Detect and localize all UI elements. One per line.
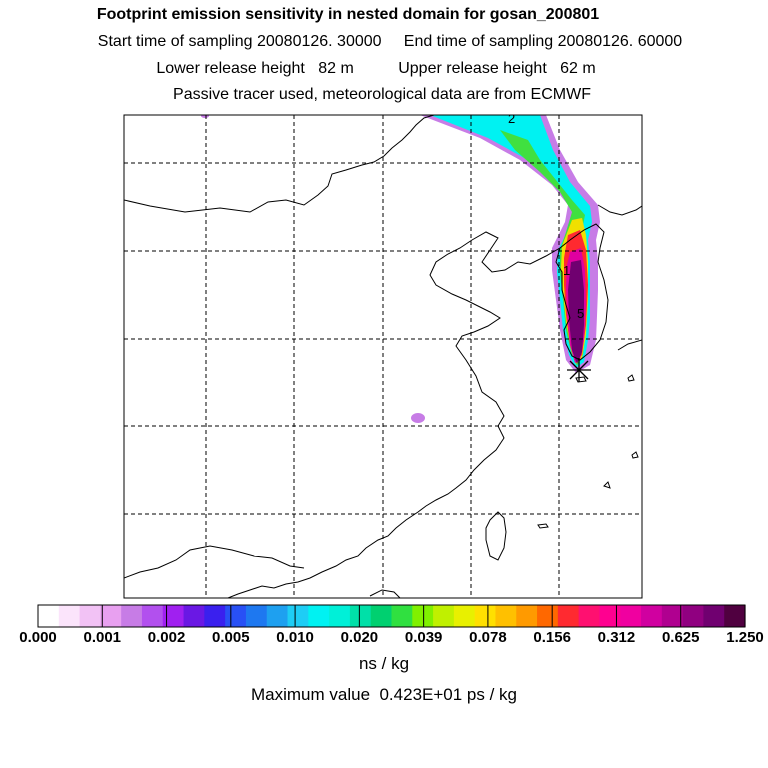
coast-taiwan: [485, 511, 507, 561]
colorbar-cell: [100, 605, 122, 627]
colorbar-cell: [38, 605, 60, 627]
colorbar-cell: [266, 605, 289, 627]
colorbar-cell: [162, 605, 185, 627]
coast-liaodong: [227, 231, 561, 598]
coast-korea: [555, 223, 609, 361]
colorbar-cell: [245, 605, 268, 627]
island-small-4: [537, 523, 549, 529]
coast-hainan: [369, 589, 401, 598]
colorbar-cell: [329, 605, 351, 627]
colorbar-cell: [495, 605, 517, 627]
coastlines: [124, 115, 642, 598]
colorbar-cell: [121, 605, 143, 627]
colorbar-tick-label: 0.625: [661, 629, 700, 646]
receptor-star-icon: [567, 358, 591, 382]
colorbar-tick-label: 0.010: [276, 629, 314, 646]
map-title: Footprint emission sensitivity in nested…: [96, 6, 600, 23]
colorbar-cell: [204, 605, 226, 627]
colorbar-cell: [412, 605, 434, 627]
colorbar-cell: [308, 605, 330, 627]
lat-lon-grid: [124, 115, 642, 598]
colorbar-cell: [703, 605, 725, 627]
contour-label: 2: [508, 111, 515, 126]
sampling-time-line: Start time of sampling 20080126. 30000 E…: [97, 33, 683, 50]
tracer-info-line: Passive tracer used, meteorological data…: [173, 86, 591, 103]
island-small-3: [603, 481, 611, 489]
contour-label: 5: [577, 306, 584, 321]
colorbar-tick-label: 0.001: [83, 629, 122, 646]
colorbar-tick-label: 0.312: [597, 629, 636, 646]
colorbar-tick-label: 0.078: [469, 629, 507, 646]
coast-korea-north-china: [597, 204, 642, 216]
island-small-1: [627, 374, 635, 382]
colorbar-cell: [641, 605, 663, 627]
colorbar-tick-label: 0.020: [340, 629, 379, 646]
colorbar-cell: [661, 605, 684, 627]
plume-spot-top: [201, 115, 209, 118]
release-height-line: Lower release height 82 m Upper release …: [156, 60, 596, 77]
coast-japan: [617, 339, 642, 351]
colorbar-tick-label: 0.156: [533, 629, 571, 646]
colorbar-cell: [391, 605, 413, 627]
colorbar-cell: [537, 605, 559, 627]
colorbar-cell: [453, 605, 476, 627]
colorbar-cell: [620, 605, 642, 627]
colorbar-tick-label: 0.002: [147, 629, 186, 646]
colorbar-cell: [349, 605, 372, 627]
colorbar-cell: [516, 605, 538, 627]
contour-label: 1: [563, 263, 570, 278]
colorbar-tick-label: 0.005: [212, 629, 250, 646]
colorbar-frame: [37, 604, 746, 628]
china-interior-border-sw: [124, 545, 305, 579]
colorbar-cell: [724, 605, 746, 627]
colorbar-cell: [225, 605, 247, 627]
colorbar-cell: [578, 605, 601, 627]
maximum-value-text: Maximum value 0.423E+01 ps / kg: [251, 685, 517, 704]
colorbar-tick-label: 0.039: [404, 629, 443, 646]
border-mongolia: [124, 115, 435, 213]
colorbar-cell: [370, 605, 393, 627]
island-small-2: [631, 451, 639, 459]
plume-layer-dark: [568, 260, 584, 364]
colorbar-cell: [599, 605, 621, 627]
plume-spot-small: [411, 413, 425, 423]
colorbar-cell: [79, 605, 101, 627]
colorbar-cell: [58, 605, 81, 627]
colorbar-cell: [433, 605, 455, 627]
colorbar-cell: [474, 605, 497, 627]
emission-plume: [201, 115, 600, 423]
colorbar-cell: [141, 605, 164, 627]
colorbar-cell: [682, 605, 705, 627]
colorbar-units: ns / kg: [358, 654, 410, 673]
island-jeju: [575, 376, 587, 383]
colorbar-cell: [183, 605, 205, 627]
colorbar-cell: [287, 605, 309, 627]
colorbar-cell: [557, 605, 580, 627]
map-frame: [123, 114, 643, 599]
colorbar-tick-label: 1.250: [726, 629, 764, 646]
colorbar-tick-label: 0.000: [19, 629, 57, 646]
